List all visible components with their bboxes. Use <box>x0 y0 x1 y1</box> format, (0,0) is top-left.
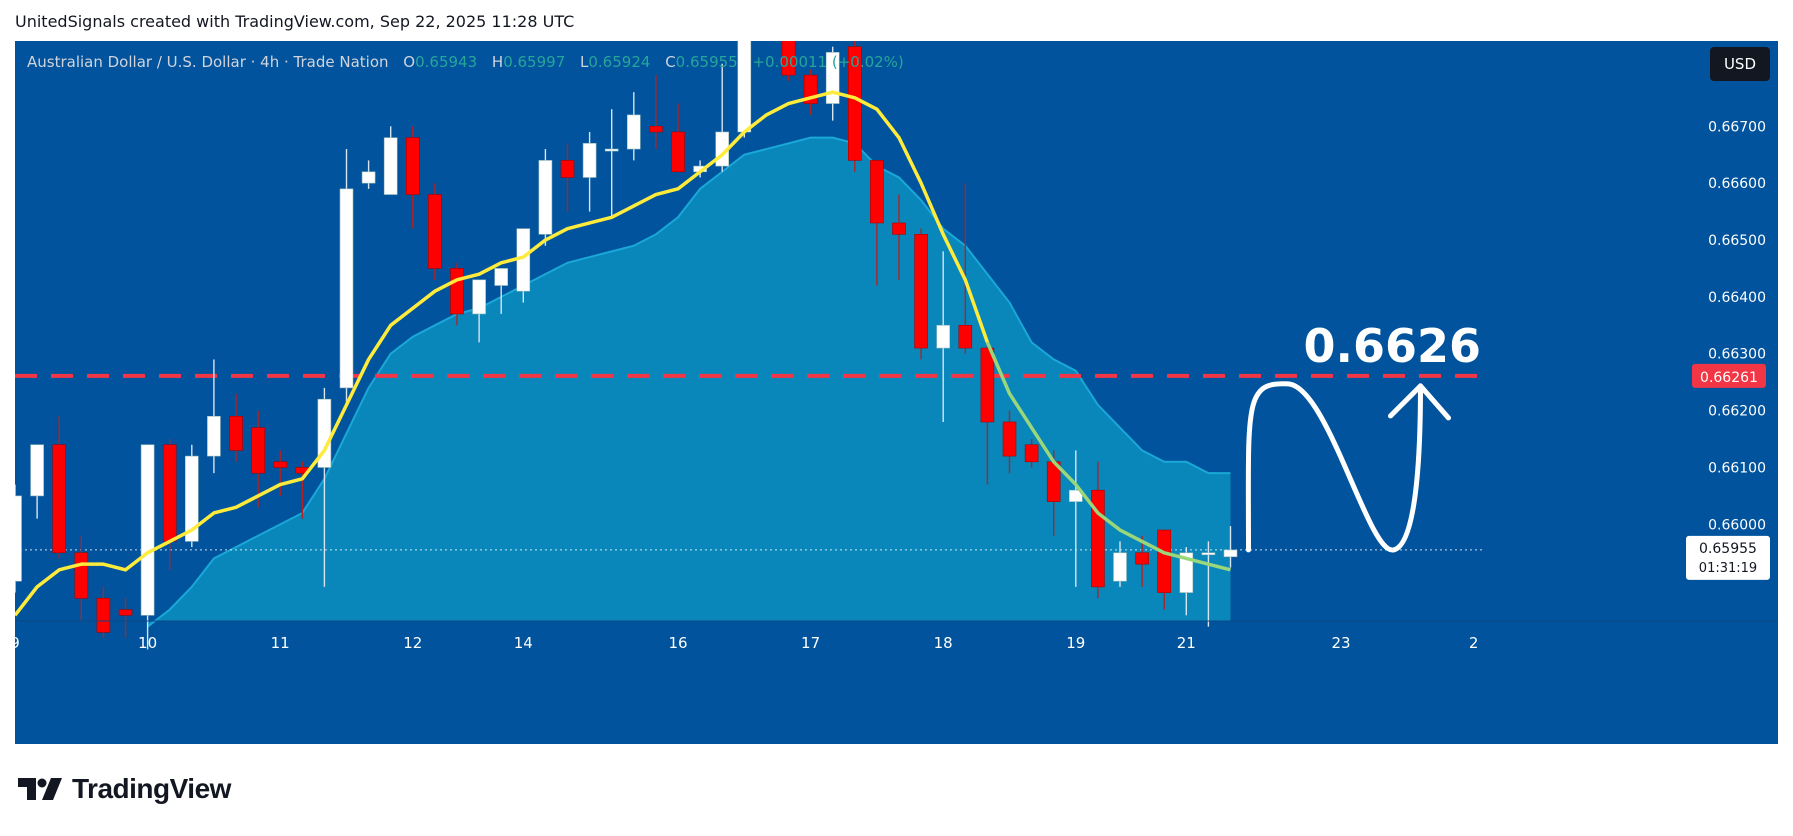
level-annotation-text: 0.6626 <box>1304 319 1482 373</box>
candle-body[interactable] <box>1069 489 1083 502</box>
candle-body[interactable] <box>185 455 199 542</box>
x-tick-label: 2 <box>1469 634 1479 652</box>
candlestick-chart[interactable]: 0.6626 9 10 11 12 14 16 17 18 19 21 23 2 0.66700 0.666… <box>15 41 1778 744</box>
candle-body[interactable] <box>96 597 111 633</box>
candle-body[interactable] <box>428 194 442 269</box>
y-tick-label: 0.66700 <box>1708 119 1766 135</box>
chart-caption: UnitedSignals created with TradingView.c… <box>15 12 575 31</box>
x-tick-label: 14 <box>514 634 533 652</box>
x-tick-label: 21 <box>1177 634 1196 652</box>
cloud-upper-edge <box>146 136 1231 628</box>
x-tick-label: 16 <box>668 634 687 652</box>
y-tick-label: 0.66100 <box>1708 460 1766 476</box>
candle-body[interactable] <box>273 461 288 468</box>
candle-body[interactable] <box>339 188 354 389</box>
candle-body[interactable] <box>30 444 44 497</box>
candle-body[interactable] <box>649 125 663 133</box>
candle-body[interactable] <box>1002 421 1017 457</box>
candle-body[interactable] <box>847 46 862 161</box>
projection-arrow-head[interactable] <box>1388 383 1451 421</box>
candle-body[interactable] <box>405 137 420 195</box>
candle-body[interactable] <box>229 415 243 451</box>
candle-body[interactable] <box>892 222 906 235</box>
ema-fast-line-late <box>985 341 1231 572</box>
change-value: +0.00011 (+0.02%) <box>752 53 904 71</box>
candle-body[interactable] <box>1179 552 1194 593</box>
candle-body[interactable] <box>1024 444 1039 463</box>
x-tick-label: 10 <box>138 634 157 652</box>
candle-body[interactable] <box>671 131 685 173</box>
candle-body[interactable] <box>450 268 464 315</box>
candle-body[interactable] <box>1135 552 1149 565</box>
candle-body[interactable] <box>936 325 951 349</box>
high-label: H <box>491 53 504 71</box>
x-tick-label: 19 <box>1066 634 1085 652</box>
open-label: O <box>403 53 416 71</box>
candle-body[interactable] <box>251 427 265 474</box>
x-tick-label: 18 <box>934 634 953 652</box>
close-value: 0.65955 <box>675 53 738 71</box>
candle-body[interactable] <box>74 552 89 599</box>
candle-body[interactable] <box>494 268 509 286</box>
tradingview-logo-icon <box>18 778 62 800</box>
low-value: 0.65924 <box>588 53 651 71</box>
y-tick-label: 0.66300 <box>1708 347 1766 363</box>
candle-body[interactable] <box>15 495 22 582</box>
moving-average-cloud <box>147 137 1231 627</box>
y-tick-label: 0.66400 <box>1708 290 1766 306</box>
candle-body[interactable] <box>870 160 884 224</box>
low-label: L <box>580 53 589 71</box>
candle-body[interactable] <box>604 148 619 152</box>
ohlc-legend: Australian Dollar / U.S. Dollar · 4h · T… <box>27 53 904 71</box>
x-tick-label: 17 <box>801 634 820 652</box>
projection-curve[interactable] <box>1245 381 1423 553</box>
x-tick-label: 9 <box>15 634 20 652</box>
y-tick-label: 0.66200 <box>1708 404 1766 420</box>
level-price-tag: 0.66261 <box>1700 370 1758 386</box>
candle-body[interactable] <box>560 160 575 178</box>
x-tick-label: 12 <box>403 634 422 652</box>
candle-body[interactable] <box>582 143 597 178</box>
last-price-tag-bg <box>1686 535 1770 580</box>
candle-body[interactable] <box>1157 529 1171 593</box>
candle-body[interactable] <box>980 347 995 423</box>
candle-body[interactable] <box>1201 552 1216 556</box>
chart-area[interactable]: 0.6626 9 10 11 12 14 16 17 18 19 21 23 2 0.66700 0.666… <box>15 41 1778 744</box>
candle-body[interactable] <box>914 234 928 349</box>
tradingview-logo[interactable]: TradingView <box>18 773 231 805</box>
candle-body[interactable] <box>162 444 177 542</box>
close-label: C <box>665 53 676 71</box>
tradingview-brand: TradingView <box>72 773 231 804</box>
candle-body[interactable] <box>626 114 641 150</box>
last-price-tag: 0.65955 <box>1699 541 1757 557</box>
candle-body[interactable] <box>538 160 553 235</box>
open-value: 0.65943 <box>415 53 478 71</box>
y-tick-label: 0.66500 <box>1708 233 1766 249</box>
candle-body[interactable] <box>52 444 67 554</box>
high-value: 0.65997 <box>503 53 566 71</box>
bar-countdown: 01:31:19 <box>1699 561 1757 576</box>
y-tick-label: 0.66000 <box>1708 517 1766 533</box>
candle-body[interactable] <box>140 444 155 616</box>
y-tick-label: 0.66600 <box>1708 176 1766 192</box>
candle-body[interactable] <box>781 41 796 76</box>
candle-body[interactable] <box>207 415 221 457</box>
level-price-tag-bg <box>1692 363 1766 388</box>
x-tick-label: 23 <box>1331 634 1350 652</box>
currency-button[interactable]: USD <box>1709 47 1770 81</box>
x-tick-label: 11 <box>271 634 290 652</box>
ema-fast-line <box>15 90 990 617</box>
candle-body[interactable] <box>361 171 376 184</box>
symbol-name: Australian Dollar / U.S. Dollar · 4h · T… <box>27 53 389 71</box>
candle-body[interactable] <box>472 279 486 315</box>
candle-body[interactable] <box>825 52 840 104</box>
candle-body[interactable] <box>118 609 133 616</box>
candle-body[interactable] <box>1223 549 1238 558</box>
candle-body[interactable] <box>383 137 398 195</box>
candle-body[interactable] <box>958 325 973 349</box>
candle-body[interactable] <box>1113 552 1127 582</box>
